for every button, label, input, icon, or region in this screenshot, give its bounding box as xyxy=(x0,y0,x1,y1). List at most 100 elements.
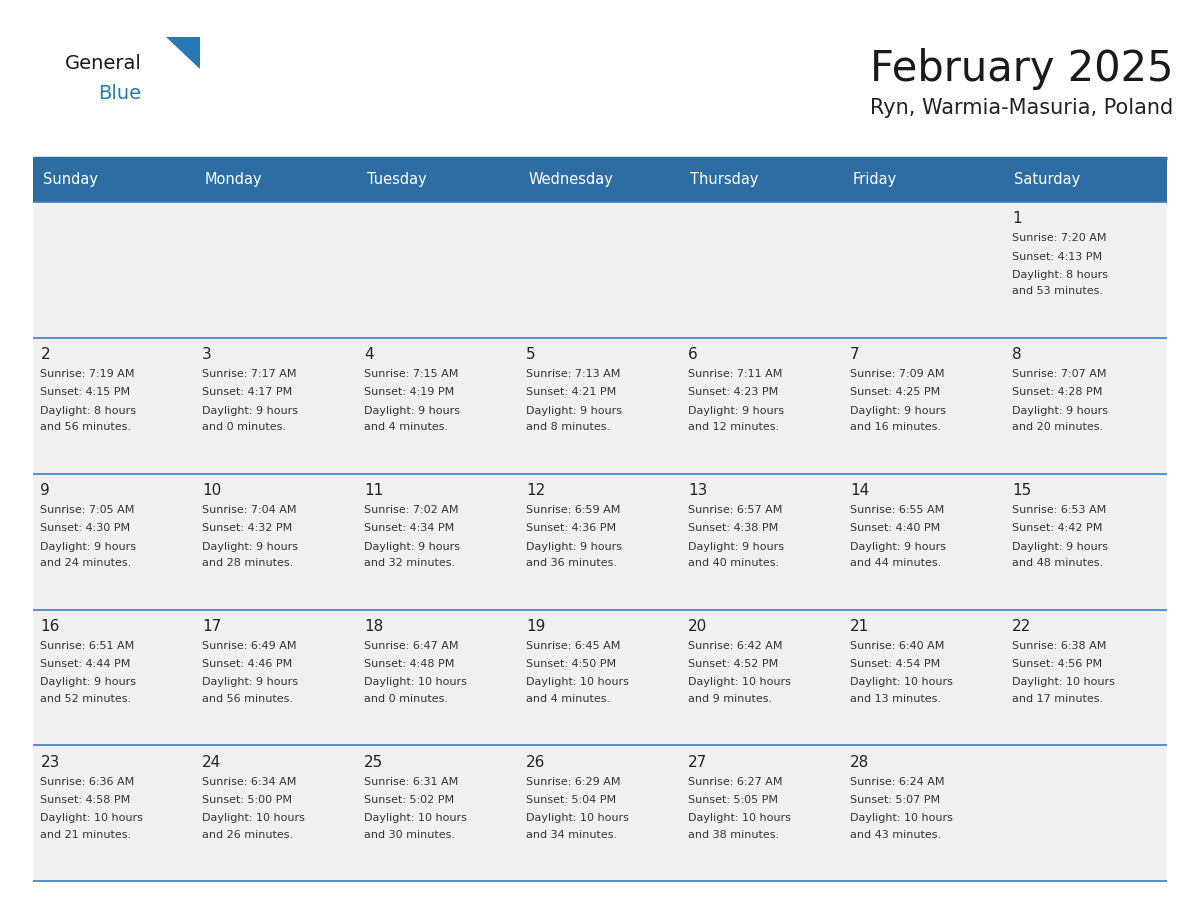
Text: Sunset: 4:13 PM: Sunset: 4:13 PM xyxy=(1012,252,1102,262)
Text: Daylight: 9 hours: Daylight: 9 hours xyxy=(688,542,784,552)
Text: Daylight: 10 hours: Daylight: 10 hours xyxy=(202,813,305,823)
Text: Sunset: 4:46 PM: Sunset: 4:46 PM xyxy=(202,659,292,669)
Text: 17: 17 xyxy=(202,619,221,633)
Text: 26: 26 xyxy=(526,755,545,769)
Text: and 28 minutes.: and 28 minutes. xyxy=(202,558,293,568)
Text: Daylight: 8 hours: Daylight: 8 hours xyxy=(1012,270,1108,280)
Text: and 34 minutes.: and 34 minutes. xyxy=(526,830,618,840)
Text: 16: 16 xyxy=(40,619,59,633)
Text: Sunset: 4:50 PM: Sunset: 4:50 PM xyxy=(526,659,617,669)
Text: Saturday: Saturday xyxy=(1015,173,1080,187)
Text: 22: 22 xyxy=(1012,619,1031,633)
Text: and 16 minutes.: and 16 minutes. xyxy=(849,422,941,432)
Text: Sunrise: 6:40 AM: Sunrise: 6:40 AM xyxy=(849,641,944,651)
Text: and 52 minutes.: and 52 minutes. xyxy=(40,694,132,704)
Text: Sunrise: 6:49 AM: Sunrise: 6:49 AM xyxy=(202,641,297,651)
Bar xyxy=(33,158,1167,202)
Text: 27: 27 xyxy=(688,755,707,769)
Polygon shape xyxy=(166,37,200,69)
Text: and 56 minutes.: and 56 minutes. xyxy=(40,422,132,432)
Text: Daylight: 10 hours: Daylight: 10 hours xyxy=(365,677,467,688)
Text: Sunrise: 6:59 AM: Sunrise: 6:59 AM xyxy=(526,505,620,515)
Text: Sunset: 4:28 PM: Sunset: 4:28 PM xyxy=(1012,387,1102,397)
Text: Sunrise: 7:04 AM: Sunrise: 7:04 AM xyxy=(202,505,297,515)
Text: and 21 minutes.: and 21 minutes. xyxy=(40,830,132,840)
Text: Sunset: 4:44 PM: Sunset: 4:44 PM xyxy=(40,659,131,669)
Text: Daylight: 10 hours: Daylight: 10 hours xyxy=(688,813,791,823)
Text: Sunrise: 6:36 AM: Sunrise: 6:36 AM xyxy=(40,777,134,787)
Text: Sunrise: 6:51 AM: Sunrise: 6:51 AM xyxy=(40,641,134,651)
Text: 23: 23 xyxy=(40,755,59,769)
Text: and 26 minutes.: and 26 minutes. xyxy=(202,830,293,840)
Text: Sunrise: 7:20 AM: Sunrise: 7:20 AM xyxy=(1012,233,1106,243)
Text: and 0 minutes.: and 0 minutes. xyxy=(202,422,286,432)
Text: 7: 7 xyxy=(849,347,860,362)
Text: Daylight: 9 hours: Daylight: 9 hours xyxy=(40,677,137,688)
Text: and 36 minutes.: and 36 minutes. xyxy=(526,558,617,568)
Text: 2: 2 xyxy=(40,347,50,362)
Text: Sunrise: 6:38 AM: Sunrise: 6:38 AM xyxy=(1012,641,1106,651)
Text: and 32 minutes.: and 32 minutes. xyxy=(365,558,455,568)
Text: Daylight: 10 hours: Daylight: 10 hours xyxy=(40,813,144,823)
Text: and 17 minutes.: and 17 minutes. xyxy=(1012,694,1102,704)
Text: 1: 1 xyxy=(1012,211,1022,226)
Text: Daylight: 9 hours: Daylight: 9 hours xyxy=(40,542,137,552)
Text: Monday: Monday xyxy=(204,173,263,187)
Text: Sunrise: 7:02 AM: Sunrise: 7:02 AM xyxy=(365,505,459,515)
Text: 12: 12 xyxy=(526,483,545,498)
Text: and 12 minutes.: and 12 minutes. xyxy=(688,422,779,432)
Text: Sunset: 4:52 PM: Sunset: 4:52 PM xyxy=(688,659,778,669)
Text: Daylight: 9 hours: Daylight: 9 hours xyxy=(849,406,946,416)
Text: Sunrise: 6:27 AM: Sunrise: 6:27 AM xyxy=(688,777,783,787)
Text: 11: 11 xyxy=(365,483,384,498)
Text: Sunset: 5:07 PM: Sunset: 5:07 PM xyxy=(849,795,940,805)
Text: Sunset: 4:21 PM: Sunset: 4:21 PM xyxy=(526,387,617,397)
Text: Daylight: 9 hours: Daylight: 9 hours xyxy=(1012,406,1108,416)
Text: and 30 minutes.: and 30 minutes. xyxy=(365,830,455,840)
Text: 24: 24 xyxy=(202,755,221,769)
Text: 15: 15 xyxy=(1012,483,1031,498)
Text: Sunset: 4:48 PM: Sunset: 4:48 PM xyxy=(365,659,455,669)
Text: Sunset: 5:05 PM: Sunset: 5:05 PM xyxy=(688,795,778,805)
Bar xyxy=(33,474,1167,610)
Text: Sunrise: 6:53 AM: Sunrise: 6:53 AM xyxy=(1012,505,1106,515)
Text: Sunset: 4:15 PM: Sunset: 4:15 PM xyxy=(40,387,131,397)
Text: Sunset: 4:56 PM: Sunset: 4:56 PM xyxy=(1012,659,1102,669)
Text: and 0 minutes.: and 0 minutes. xyxy=(365,694,448,704)
Text: Sunrise: 6:29 AM: Sunrise: 6:29 AM xyxy=(526,777,620,787)
Text: Tuesday: Tuesday xyxy=(367,173,426,187)
Text: Sunrise: 6:34 AM: Sunrise: 6:34 AM xyxy=(202,777,297,787)
Text: Sunset: 4:25 PM: Sunset: 4:25 PM xyxy=(849,387,940,397)
Text: Sunset: 4:32 PM: Sunset: 4:32 PM xyxy=(202,523,292,533)
Text: and 9 minutes.: and 9 minutes. xyxy=(688,694,772,704)
Text: Daylight: 8 hours: Daylight: 8 hours xyxy=(40,406,137,416)
Bar xyxy=(33,338,1167,474)
Text: Daylight: 10 hours: Daylight: 10 hours xyxy=(849,813,953,823)
Text: 10: 10 xyxy=(202,483,221,498)
Text: Daylight: 10 hours: Daylight: 10 hours xyxy=(1012,677,1114,688)
Bar xyxy=(33,610,1167,745)
Text: 13: 13 xyxy=(688,483,707,498)
Text: Daylight: 9 hours: Daylight: 9 hours xyxy=(202,677,298,688)
Text: Sunrise: 6:45 AM: Sunrise: 6:45 AM xyxy=(526,641,620,651)
Text: Thursday: Thursday xyxy=(690,173,759,187)
Text: Sunrise: 6:55 AM: Sunrise: 6:55 AM xyxy=(849,505,944,515)
Text: 25: 25 xyxy=(365,755,384,769)
Text: and 13 minutes.: and 13 minutes. xyxy=(849,694,941,704)
Text: Daylight: 10 hours: Daylight: 10 hours xyxy=(688,677,791,688)
Text: 21: 21 xyxy=(849,619,870,633)
Text: 20: 20 xyxy=(688,619,707,633)
Text: and 24 minutes.: and 24 minutes. xyxy=(40,558,132,568)
Text: Friday: Friday xyxy=(852,173,897,187)
Text: Daylight: 9 hours: Daylight: 9 hours xyxy=(526,406,623,416)
Text: Wednesday: Wednesday xyxy=(529,173,613,187)
Text: 8: 8 xyxy=(1012,347,1022,362)
Text: Sunrise: 7:17 AM: Sunrise: 7:17 AM xyxy=(202,369,297,379)
Text: 18: 18 xyxy=(365,619,384,633)
Text: Sunset: 4:36 PM: Sunset: 4:36 PM xyxy=(526,523,617,533)
Text: and 40 minutes.: and 40 minutes. xyxy=(688,558,779,568)
Text: Sunday: Sunday xyxy=(43,173,97,187)
Text: Sunset: 4:19 PM: Sunset: 4:19 PM xyxy=(365,387,455,397)
Text: and 53 minutes.: and 53 minutes. xyxy=(1012,286,1102,297)
Text: Daylight: 9 hours: Daylight: 9 hours xyxy=(526,542,623,552)
